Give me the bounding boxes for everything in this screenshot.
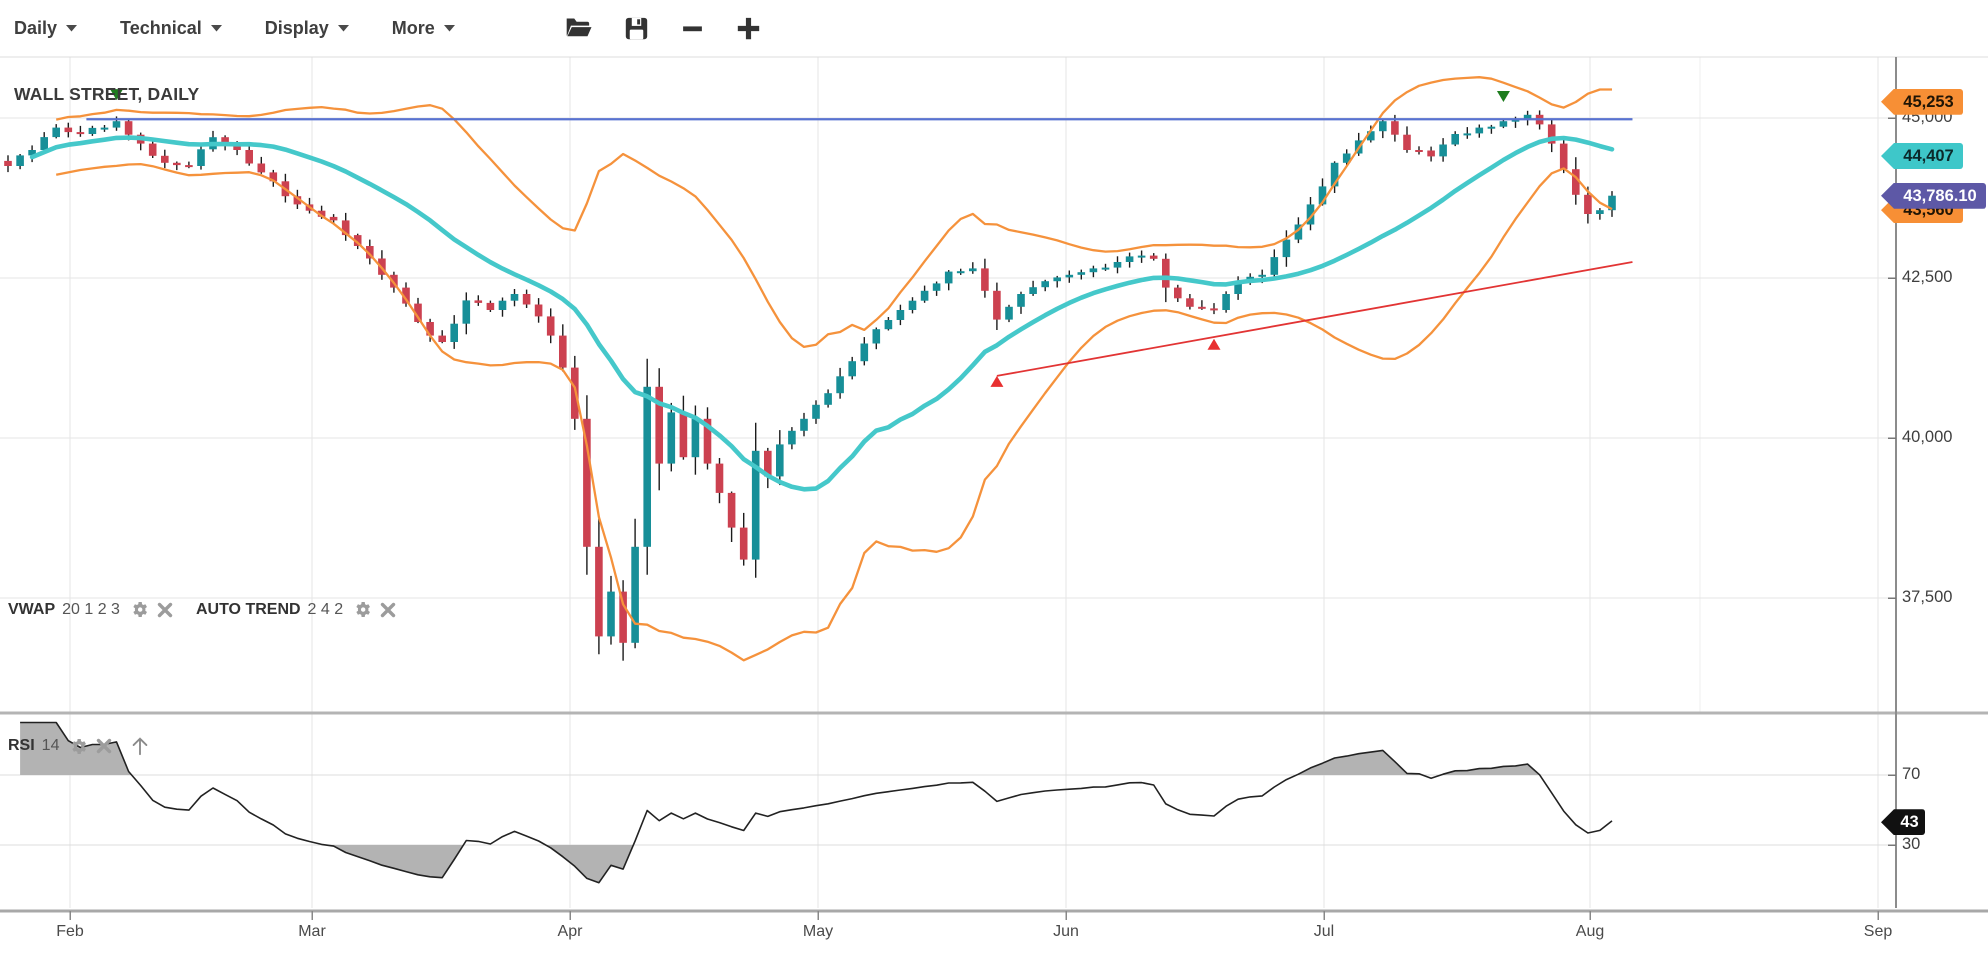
auto-trend-remove-icon[interactable] [380,602,396,618]
chevron-down-icon [65,20,78,38]
vwap-legend-label: VWAP [8,600,56,618]
rsi-axis-label: 30 [1902,835,1921,853]
sell-marker [1496,91,1510,102]
vwap-remove-icon[interactable] [157,602,173,618]
menu-technical-label: Technical [120,17,202,38]
band-upper-line [55,76,1612,349]
price-badge-upper-band: 45,253 [1881,88,1963,115]
auto-trend-legend-params: 2 4 2 [307,600,344,618]
price-badge-last-price: 43,786.10 [1881,182,1986,209]
zoom-in-icon[interactable] [735,15,762,42]
menu-more-label: More [391,17,435,38]
buy-marker [1207,338,1221,350]
time-axis-label: Feb [56,923,84,940]
candlestick-series [4,110,1616,661]
sell-marker [110,89,124,101]
rsi-legend-label: RSI [8,737,35,754]
toolbar-icons [564,15,792,42]
auto-trend-legend-label: AUTO TREND [195,600,301,618]
menu-daily[interactable]: Daily [14,18,78,39]
rsi-oversold-fill [325,845,634,883]
menu-more[interactable]: More [392,18,456,39]
buy-marker [990,375,1004,387]
price-axis-label: 42,500 [1902,268,1953,286]
menu-display-label: Display [264,17,329,38]
rsi-remove-icon[interactable] [96,738,112,754]
auto-trend-settings-gear-icon[interactable] [352,600,371,619]
vwap-settings-gear-icon[interactable] [129,600,148,619]
chevron-down-icon [443,20,456,38]
rsi-settings-gear-icon[interactable] [68,737,87,756]
price-overlays-legend: VWAP 20 1 2 3 AUTO TREND 2 4 2 [8,600,405,619]
rsi-legend: RSI 14 [8,735,160,757]
zoom-out-icon[interactable] [680,16,705,41]
vwap-legend-params: 20 1 2 3 [62,600,120,618]
price-axis-label: 40,000 [1902,428,1953,446]
time-axis-label: Aug [1575,923,1605,940]
toolbar: Daily Technical Display More [0,0,1988,56]
menu-daily-label: Daily [14,17,58,38]
menu-display[interactable]: Display [265,18,350,39]
chevron-down-icon [337,20,350,38]
time-axis-label: Sep [1863,923,1893,940]
time-axis-label: Jun [1053,923,1079,940]
time-axis-label: Mar [298,923,326,940]
chart-title: WALL STREET, DAILY [14,84,200,104]
rsi-line [20,721,1613,884]
rsi-axis-label: 70 [1902,765,1921,783]
time-axis-label: May [802,923,834,940]
band-lower-line [55,162,1613,662]
price-badge-vwap: 44,407 [1881,142,1963,169]
rsi-move-up-icon[interactable] [129,735,151,757]
auto-trend-line [996,261,1633,377]
chevron-down-icon [210,20,223,38]
open-file-icon[interactable] [564,15,593,41]
rsi-legend-params: 14 [41,737,60,754]
vwap-line [29,135,1615,492]
save-icon[interactable] [623,15,650,42]
time-axis-label: Apr [557,923,583,940]
rsi-overbought-fill [20,722,1540,775]
menu-technical[interactable]: Technical [120,18,223,39]
time-axis-label: Jul [1313,923,1335,940]
price-axis-label: 37,500 [1902,588,1953,606]
